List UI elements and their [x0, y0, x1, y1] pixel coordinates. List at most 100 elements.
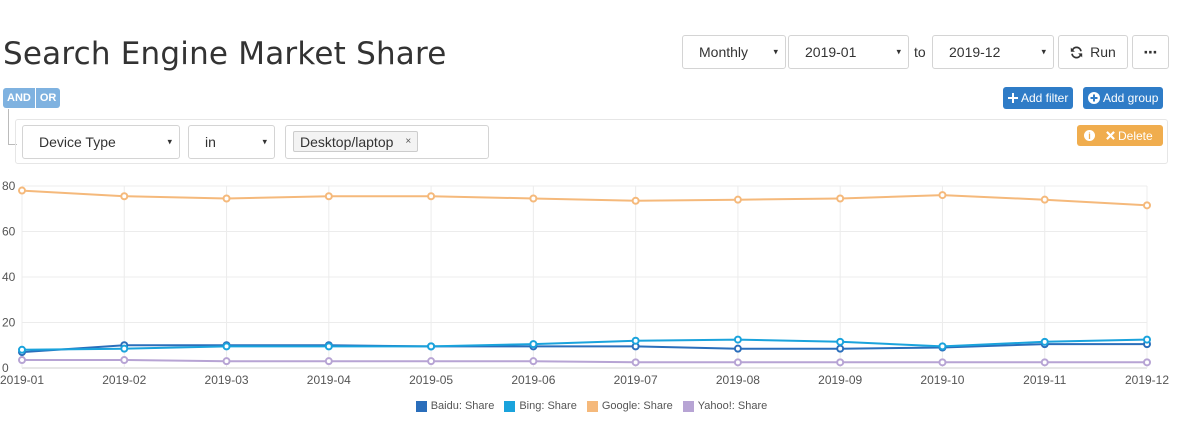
- info-icon: i: [1084, 130, 1095, 141]
- date-to-select[interactable]: 2019-12 ▾: [932, 35, 1054, 69]
- caret-down-icon: ▾: [896, 46, 901, 57]
- data-point: [836, 337, 845, 346]
- caret-down-icon: ▾: [262, 136, 267, 147]
- and-or-toggle: AND OR: [3, 88, 61, 108]
- series-line: [21, 338, 1148, 351]
- filter-connector: [8, 109, 17, 145]
- x-tick-label: 2019-07: [614, 373, 658, 387]
- x-tick-label: 2019-11: [1023, 373, 1066, 387]
- series-line: [21, 189, 1148, 207]
- data-point: [938, 191, 947, 200]
- delete-label: Delete: [1118, 128, 1153, 143]
- data-point: [631, 358, 640, 367]
- more-icon: ⋯: [1143, 43, 1158, 60]
- filter-field-value: Device Type: [39, 134, 116, 150]
- add-group-button[interactable]: Add group: [1083, 87, 1164, 109]
- legend-item[interactable]: Google: Share: [586, 400, 673, 412]
- interval-select[interactable]: Monthly ▾: [682, 35, 786, 69]
- data-point: [836, 194, 845, 203]
- series-line: [21, 343, 1147, 354]
- data-point: [733, 344, 742, 353]
- data-point: [631, 336, 640, 345]
- x-tick-label: 2019-09: [818, 373, 862, 387]
- data-point: [18, 186, 26, 195]
- plus-icon: [1008, 93, 1018, 103]
- add-group-label: Add group: [1103, 91, 1159, 105]
- data-point: [938, 358, 947, 367]
- x-tick-label: 2019-10: [920, 373, 964, 387]
- x-tick-label: 2019-02: [102, 373, 146, 387]
- legend-label: Google: Share: [601, 400, 673, 412]
- delete-rule-button[interactable]: i Delete: [1077, 125, 1163, 146]
- filter-field-select[interactable]: Device Type ▾: [22, 125, 180, 159]
- data-point: [733, 335, 742, 344]
- x-tick-label: 2019-05: [409, 373, 453, 387]
- date-to-value: 2019-12: [949, 44, 1001, 60]
- legend-item[interactable]: Yahoo!: Share: [682, 400, 768, 412]
- data-point: [631, 196, 640, 205]
- run-label: Run: [1090, 44, 1116, 60]
- caret-down-icon: ▾: [167, 136, 172, 147]
- series-line: [22, 359, 1147, 364]
- data-point: [222, 357, 231, 366]
- legend-swatch: [682, 400, 694, 412]
- filter-rule: [15, 119, 1168, 164]
- data-point: [222, 194, 231, 203]
- to-label: to: [914, 44, 926, 60]
- data-point: [427, 357, 436, 366]
- data-point: [1040, 358, 1049, 367]
- x-tick-label: 2019-06: [511, 373, 555, 387]
- legend-item[interactable]: Bing: Share: [504, 400, 577, 412]
- data-point: [938, 342, 947, 351]
- legend-item[interactable]: Baidu: Share: [415, 400, 495, 412]
- data-point: [1143, 335, 1151, 344]
- data-point: [427, 342, 436, 351]
- market-share-chart: 0 20 40 60 80 2019-01 2019-02 2019-03 2019-04 20…: [0, 179, 1169, 387]
- page-title: Search Engine Market Share: [3, 36, 447, 72]
- legend-label: Baidu: Share: [430, 400, 495, 412]
- data-point: [324, 357, 333, 366]
- x-tick-label: 2019-12: [1125, 373, 1169, 387]
- data-point: [733, 358, 742, 367]
- chart-legend: Baidu: Share Bing: Share Google: Share Yaho…: [0, 400, 1183, 412]
- data-point: [529, 340, 538, 349]
- date-from-value: 2019-01: [805, 44, 857, 60]
- data-point: [1040, 195, 1049, 204]
- y-tick-label: 20: [2, 316, 16, 330]
- and-button[interactable]: AND: [3, 88, 35, 108]
- run-button[interactable]: Run: [1058, 35, 1128, 69]
- data-point: [1040, 337, 1049, 346]
- legend-swatch: [586, 400, 598, 412]
- more-options-button[interactable]: ⋯: [1132, 35, 1169, 69]
- data-point: [529, 357, 538, 366]
- x-tick-label: 2019-08: [716, 373, 760, 387]
- x-tick-label: 2019-03: [205, 373, 249, 387]
- close-icon: [1106, 131, 1115, 140]
- remove-tag-icon[interactable]: ×: [405, 136, 412, 147]
- or-button[interactable]: OR: [34, 88, 61, 108]
- legend-label: Yahoo!: Share: [697, 400, 768, 412]
- data-point: [18, 345, 26, 354]
- x-tick-label: 2019-01: [0, 373, 44, 387]
- caret-down-icon: ▾: [1041, 46, 1046, 57]
- refresh-icon: [1070, 45, 1083, 59]
- filter-operator-select[interactable]: in ▾: [188, 125, 275, 159]
- data-point: [836, 344, 845, 353]
- caret-down-icon: ▾: [773, 46, 778, 57]
- data-point: [529, 194, 538, 203]
- data-point: [222, 342, 231, 351]
- filter-operator-value: in: [205, 134, 216, 150]
- x-tick-label: 2019-04: [307, 373, 351, 387]
- filter-value-tag-label: Desktop/laptop: [300, 133, 394, 150]
- interval-value: Monthly: [699, 44, 749, 60]
- add-filter-button[interactable]: Add filter: [1003, 87, 1074, 109]
- data-point: [324, 192, 333, 201]
- data-point: [427, 192, 436, 201]
- data-point: [120, 192, 129, 201]
- data-point: [120, 356, 129, 365]
- date-from-select[interactable]: 2019-01 ▾: [788, 35, 909, 69]
- data-point: [18, 356, 26, 365]
- data-point: [836, 358, 845, 367]
- plus-circle-icon: [1088, 92, 1100, 104]
- legend-swatch: [415, 400, 427, 412]
